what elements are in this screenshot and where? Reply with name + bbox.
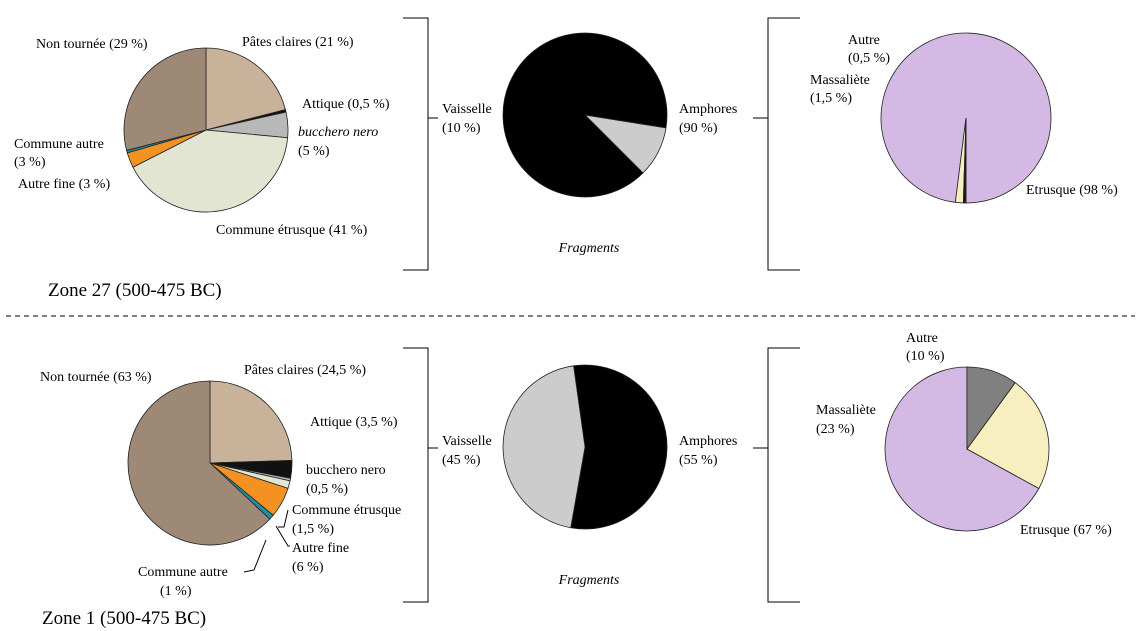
pie-slice-commune_etrusque — [132, 129, 289, 213]
z27-label-bucchero-1: bucchero nero — [298, 125, 378, 140]
z27-label-etrusque: Etrusque (98 %) — [1026, 183, 1118, 198]
z27-label-amphores-2: (90 %) — [679, 121, 718, 136]
zone27-fragments-pie — [502, 32, 668, 198]
z1-label-bucchero-1: bucchero nero — [306, 463, 386, 478]
pie-slice-autre_amph_top — [962, 117, 967, 204]
z1-label-commune-autre-1: Commune autre — [138, 565, 228, 580]
z1-label-amphores-1: Amphores — [679, 434, 737, 449]
z1-label-autre-fine-1: Autre fine — [292, 541, 349, 556]
z27-label-commune-etrusque: Commune étrusque (41 %) — [216, 223, 368, 238]
zone1-fragments-caption: Fragments — [558, 573, 620, 588]
z1-label-autre-amph-2: (10 %) — [906, 349, 945, 364]
z1-label-massaliete-2: (23 %) — [816, 422, 855, 437]
z27-label-autre-amph-1: Autre — [848, 33, 880, 48]
pie-slice-paste_claire — [205, 47, 286, 131]
z27-label-pates-claires: Pâtes claires (21 %) — [242, 35, 354, 50]
pie-slice-etrusque — [884, 366, 1040, 532]
z1-label-commune-etrusque-2: (1,5 %) — [292, 522, 334, 537]
zone1-amphores-pie — [884, 366, 1050, 532]
z1-label-commune-autre-2: (1 %) — [160, 584, 192, 599]
z27-label-autre-amph-2: (0,5 %) — [848, 51, 890, 66]
z1-label-commune-etrusque-1: Commune étrusque — [292, 503, 401, 518]
z1-leader-autre-fine — [275, 525, 290, 547]
zone1-vaisselle-pie — [127, 380, 293, 546]
z27-label-non-tournee: Non tournée (29 %) — [36, 37, 148, 52]
z1-leader-commune-etrusque — [278, 509, 289, 528]
zone1-bracket-left — [403, 347, 429, 603]
z1-label-pates-claires: Pâtes claires (24,5 %) — [244, 363, 366, 378]
z27-label-commune-autre-1: Commune autre — [14, 137, 104, 152]
z1-label-vaisselle-1: Vaisselle — [442, 434, 492, 449]
z1-label-amphores-2: (55 %) — [679, 453, 718, 468]
z27-label-amphores-1: Amphores — [679, 102, 737, 117]
z27-label-autre-fine: Autre fine (3 %) — [18, 177, 110, 192]
zone1-title: Zone 1 (500-475 BC) — [42, 608, 206, 629]
z1-label-etrusque: Etrusque (67 %) — [1020, 523, 1112, 538]
z27-label-massaliete-2: (1,5 %) — [810, 91, 852, 106]
z1-label-vaisselle-2: (45 %) — [442, 453, 481, 468]
z1-label-autre-fine-2: (6 %) — [292, 560, 324, 575]
z1-label-bucchero-2: (0,5 %) — [306, 482, 348, 497]
z27-label-commune-autre-2: (3 %) — [14, 155, 46, 170]
z27-label-bucchero-2: (5 %) — [298, 144, 330, 159]
pie-slice-autre_amph — [966, 366, 1016, 451]
zone1-bracket-right — [767, 347, 800, 603]
z27-label-massaliete-1: Massaliète — [810, 73, 870, 88]
pie-slice-massaliete — [966, 382, 1050, 490]
z1-label-autre-amph-1: Autre — [906, 331, 938, 346]
zone1-fragments-pie — [502, 364, 668, 530]
zone27-fragments-caption: Fragments — [558, 241, 620, 256]
zone27-amphores-pie — [880, 32, 1052, 204]
pie-slice-amphores — [570, 364, 668, 530]
pie-slice-vaisselle — [502, 365, 586, 529]
zone27-title: Zone 27 (500-475 BC) — [48, 280, 222, 301]
zone27-vaisselle-pie — [123, 47, 289, 213]
z27-label-vaisselle-1: Vaisselle — [442, 102, 492, 117]
pie-slice-paste_claire — [209, 380, 293, 464]
z27-label-vaisselle-2: (10 %) — [442, 121, 481, 136]
z1-leader-commune-autre — [243, 539, 267, 573]
zone27-bracket-right — [767, 17, 800, 271]
z1-label-non-tournee: Non tournée (63 %) — [40, 370, 152, 385]
z1-label-massaliete-1: Massaliète — [816, 403, 876, 418]
pie-slice-amphores — [502, 32, 668, 198]
z27-label-attique: Attique (0,5 %) — [302, 97, 390, 112]
zone27-bracket-left — [403, 17, 429, 271]
pie-slice-non_tournee — [123, 47, 207, 151]
z1-label-attique: Attique (3,5 %) — [310, 415, 398, 430]
pie-slice-non_tournee — [127, 380, 271, 546]
